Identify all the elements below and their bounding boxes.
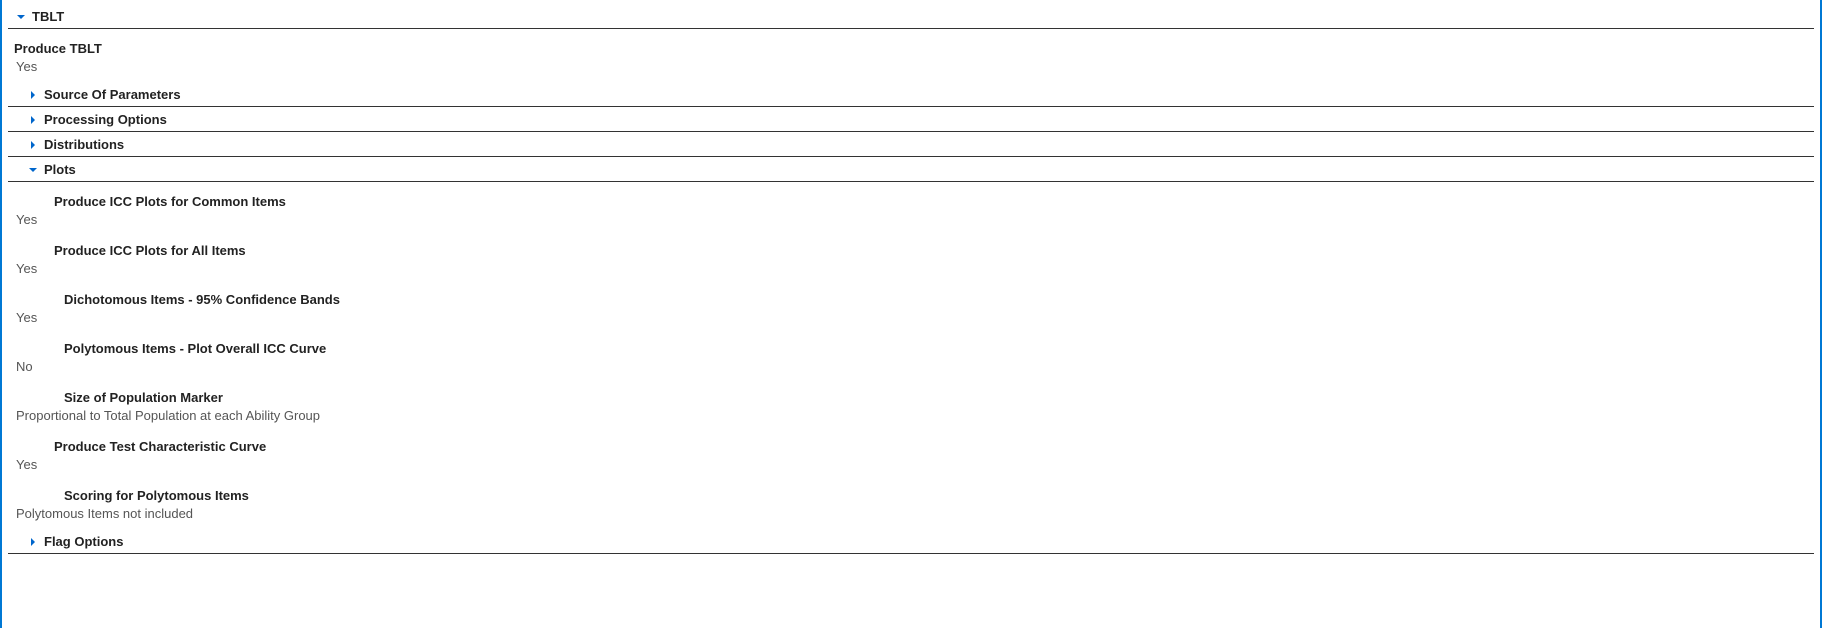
section-header-source-of-parameters[interactable]: Source Of Parameters	[8, 82, 1814, 107]
chevron-down-icon	[26, 165, 40, 175]
chevron-down-icon	[14, 12, 28, 22]
section-title: Distributions	[44, 137, 124, 152]
field-label-produce-tblt: Produce TBLT	[8, 35, 1814, 56]
field-label-tcc: Produce Test Characteristic Curve	[8, 433, 1814, 454]
section-title: Plots	[44, 162, 76, 177]
section-title: Flag Options	[44, 534, 123, 549]
field-label-polytomous: Polytomous Items - Plot Overall ICC Curv…	[8, 335, 1814, 356]
field-label-pop-marker: Size of Population Marker	[8, 384, 1814, 405]
field-value-pop-marker: Proportional to Total Population at each…	[8, 405, 1814, 427]
field-value-icc-common: Yes	[8, 209, 1814, 231]
field-label-icc-common: Produce ICC Plots for Common Items	[8, 188, 1814, 209]
field-value-tcc: Yes	[8, 454, 1814, 476]
section-header-flag-options[interactable]: Flag Options	[8, 529, 1814, 554]
chevron-right-icon	[26, 140, 40, 150]
chevron-right-icon	[26, 90, 40, 100]
field-value-produce-tblt: Yes	[8, 56, 1814, 78]
chevron-right-icon	[26, 537, 40, 547]
field-label-dichotomous: Dichotomous Items - 95% Confidence Bands	[8, 286, 1814, 307]
chevron-right-icon	[26, 115, 40, 125]
section-header-processing-options[interactable]: Processing Options	[8, 107, 1814, 132]
section-header-plots[interactable]: Plots	[8, 157, 1814, 182]
section-header-tblt[interactable]: TBLT	[8, 4, 1814, 29]
section-header-distributions[interactable]: Distributions	[8, 132, 1814, 157]
section-title: Source Of Parameters	[44, 87, 181, 102]
section-title: Processing Options	[44, 112, 167, 127]
field-label-icc-all: Produce ICC Plots for All Items	[8, 237, 1814, 258]
field-value-polytomous: No	[8, 356, 1814, 378]
field-value-dichotomous: Yes	[8, 307, 1814, 329]
field-value-icc-all: Yes	[8, 258, 1814, 280]
section-title: TBLT	[32, 9, 64, 24]
field-label-scoring-poly: Scoring for Polytomous Items	[8, 482, 1814, 503]
field-value-scoring-poly: Polytomous Items not included	[8, 503, 1814, 525]
